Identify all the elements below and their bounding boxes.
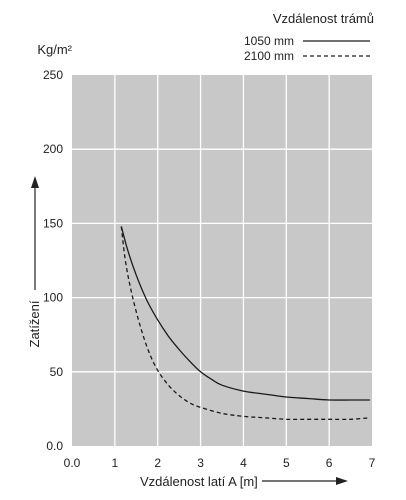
y-tick-label: 100: [43, 291, 63, 305]
grid: [72, 75, 372, 446]
x-tick-label: 2: [154, 456, 161, 470]
x-tick-label: 3: [197, 456, 204, 470]
series-group: [120, 226, 370, 421]
x-tick-label: 1: [112, 456, 119, 470]
x-axis-title: Vzdálenost latí A [m]: [140, 474, 348, 489]
y-axis-arrow-head: [31, 176, 39, 188]
series-line-1050-mm: [120, 226, 370, 401]
y-tick-label: 200: [43, 142, 63, 156]
y-tick-label: 50: [50, 365, 64, 379]
y-tick-label: 250: [43, 68, 63, 82]
x-tick-label: 4: [240, 456, 247, 470]
legend-title: Vzdálenost trámů: [273, 11, 374, 26]
x-axis-label: Vzdálenost latí A [m]: [140, 474, 258, 489]
x-tick-label: 0.0: [64, 456, 81, 470]
y-tick-label: 150: [43, 216, 63, 230]
plot-area: [72, 75, 372, 446]
y-axis-label: Zatížení: [27, 300, 42, 347]
legend-label-1050: 1050 mm: [244, 34, 294, 48]
y-axis-title: Zatížení: [27, 176, 42, 347]
y-tick-label: 0.0: [46, 439, 63, 453]
x-tick-label: 7: [369, 456, 376, 470]
legend-label-2100: 2100 mm: [244, 49, 294, 63]
x-tick-label: 6: [326, 456, 333, 470]
x-tick-label: 5: [283, 456, 290, 470]
tick-labels: 0.0 1 2 3 4 5 6 7 0.0 50 100 150 200 250: [43, 68, 376, 470]
legend: Vzdálenost trámů 1050 mm 2100 mm: [244, 11, 374, 63]
y-unit-label: Kg/m²: [37, 42, 72, 57]
series-line-2100-mm: [120, 226, 370, 421]
x-axis-arrow-head: [336, 477, 348, 485]
